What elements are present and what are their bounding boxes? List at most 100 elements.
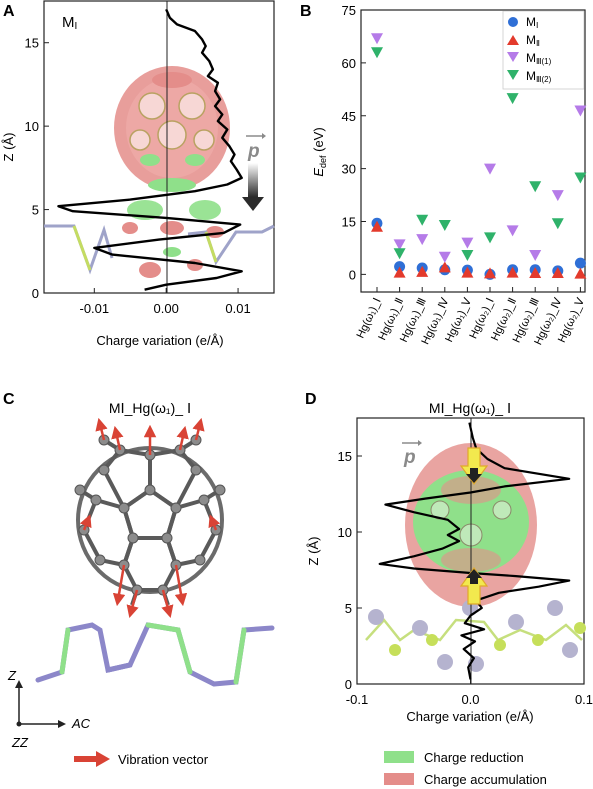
panel-a-letter: A: [3, 3, 15, 20]
panel-d-dipole-arrows: p: [402, 440, 489, 605]
point-m3-2: [438, 220, 451, 232]
point-m3-1: [506, 225, 519, 237]
point-m3-1: [371, 33, 383, 45]
panel-c-title: MⅠ_Hg(ω₁)_ Ⅰ: [109, 400, 191, 416]
panel-a-xtick-label: -0.01: [79, 301, 109, 316]
panel-a-ytick-label: 0: [32, 286, 39, 301]
panel-d-xlabel: Charge variation (e/Å): [406, 709, 533, 724]
panel-d-xtick-label: 0.0: [461, 692, 479, 707]
legend-marker-m2: [507, 35, 519, 45]
panel-c-substrate: [35, 622, 275, 687]
panel-d-xtick-label: -0.1: [346, 692, 368, 707]
panel-d-ytick-label: 10: [338, 525, 352, 540]
panel-a-ytick-label: 15: [25, 36, 39, 51]
panel-a-ylabel: Z (Å): [1, 133, 16, 162]
point-m3-1: [484, 163, 496, 175]
panel-c-vibration-legend: Vibration vector: [74, 751, 209, 767]
legend-label-reduction: Charge reduction: [424, 750, 524, 765]
legend-swatch-accumulation: [384, 773, 414, 785]
point-m2: [461, 266, 474, 278]
point-m3-1: [461, 237, 474, 249]
panel-b-ytick-label: 0: [349, 267, 356, 282]
panel-b-ytick-label: 30: [342, 162, 356, 177]
panel-a-frame: [43, 0, 275, 294]
panel-a-xtick-label: 0.00: [154, 301, 179, 316]
panel-a: A: [1, 0, 275, 348]
panel-b-ytick-label: 60: [342, 56, 356, 71]
panel-a-charge-curve: [57, 8, 243, 291]
panel-d-title: MⅠ_Hg(ω₁)_ Ⅰ: [429, 400, 511, 416]
panel-c-vibration-arrows: [79, 417, 221, 619]
point-m2: [484, 267, 496, 279]
panel-c-fullerene: [76, 438, 224, 606]
vibration-legend-label: Vibration vector: [118, 752, 209, 767]
legend-label-m1: MⅠ: [526, 15, 538, 30]
point-m3-1: [416, 234, 429, 246]
point-m2: [438, 261, 451, 273]
panel-d-p-label: p: [403, 447, 416, 468]
point-m2: [393, 266, 406, 278]
panel-a-xtick-label: 0.01: [225, 301, 250, 316]
legend-label-accumulation: Charge accumulation: [424, 772, 547, 787]
panel-a-dipole-arrow: p: [242, 133, 266, 211]
panel-b-ytick-label: 45: [342, 109, 356, 124]
panel-a-ytick-label: 10: [25, 119, 39, 134]
panel-d-letter: D: [305, 391, 317, 408]
point-m3-2: [506, 93, 519, 105]
point-m3-1: [393, 239, 406, 251]
panel-a-molecule: [44, 66, 275, 278]
panel-c-axis-z: Z: [7, 668, 17, 683]
charge-legend: Charge reduction Charge accumulation: [384, 750, 547, 787]
panel-c-axis-zz: ZZ: [11, 735, 29, 750]
point-m3-2: [574, 172, 587, 184]
panel-d-ytick-label: 15: [338, 449, 352, 464]
legend-marker-m3-1: [507, 52, 519, 62]
panel-d-ytick-label: 5: [345, 601, 352, 616]
panel-c-letter: C: [3, 391, 15, 408]
point-m2: [416, 265, 429, 277]
panel-a-p-label: p: [247, 141, 260, 162]
legend-label-m3-1: MⅢ(1): [526, 51, 552, 66]
point-m2: [574, 267, 587, 279]
point-m2: [529, 266, 542, 278]
panel-a-ytick-label: 5: [32, 203, 39, 218]
legend-label-m2: MⅡ: [526, 33, 540, 48]
point-m3-2: [461, 249, 474, 261]
panel-d-ytick-label: 0: [345, 677, 352, 692]
point-m3-1: [574, 105, 587, 117]
panel-b-ytick-label: 75: [342, 3, 356, 18]
point-m3-2: [484, 232, 496, 244]
panel-c: C MⅠ_Hg(ω₁)_ Ⅰ: [3, 391, 275, 767]
panel-d-xtick-label: 0.1: [575, 692, 593, 707]
point-m3-1: [438, 251, 451, 263]
point-m3-1: [529, 249, 542, 261]
point-m2: [506, 266, 519, 278]
point-m2: [551, 266, 564, 278]
point-m1: [574, 257, 586, 269]
point-m3-2: [393, 248, 406, 260]
panel-d-charge-curve: [378, 422, 571, 680]
legend-label-m3-2: MⅢ(2): [526, 69, 552, 84]
panel-d: D MⅠ_Hg(ω₁)_ Ⅰ 0 5 10 15 -0.1 0.0 0.1: [305, 391, 593, 724]
point-m3-1: [551, 190, 564, 202]
point-m2: [371, 220, 383, 232]
panel-b-letter: B: [300, 3, 312, 20]
panel-b-frame: [360, 9, 586, 293]
panel-a-xlabel: Charge variation (e/Å): [96, 333, 223, 348]
panel-b-legend: MⅠ MⅡ MⅢ(1) MⅢ(2): [502, 10, 585, 90]
panel-b-ylabel: Edef (eV): [311, 127, 328, 176]
point-m3-2: [371, 47, 383, 59]
panel-b-ytick-label: 15: [342, 215, 356, 230]
panel-c-axes: Z AC ZZ: [7, 668, 91, 750]
panel-d-ylabel: Z (Å): [306, 537, 321, 566]
point-m3-2: [416, 214, 429, 226]
panel-a-label: MI: [62, 14, 77, 32]
legend-marker-m3-2: [507, 70, 519, 80]
legend-swatch-reduction: [384, 751, 414, 763]
legend-marker-m1: [508, 17, 518, 27]
point-m3-2: [551, 218, 564, 230]
panel-c-axis-ac: AC: [71, 716, 91, 731]
point-m3-2: [529, 181, 542, 193]
